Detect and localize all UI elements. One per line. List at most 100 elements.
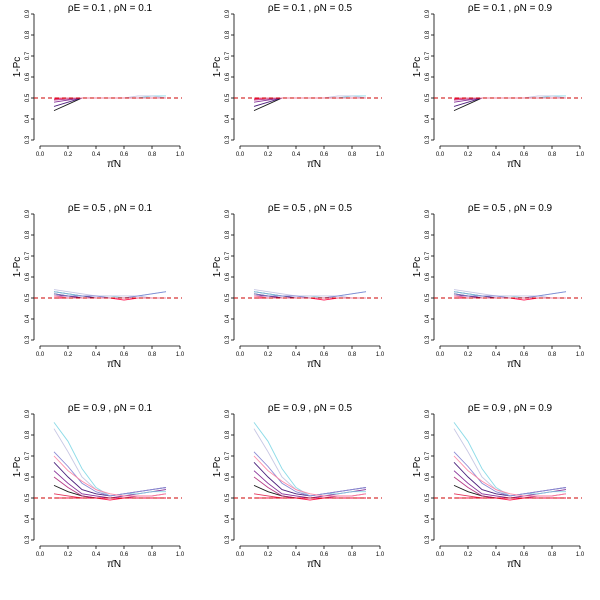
- x-tick-label: 0.6: [520, 352, 529, 358]
- panel-7: ρE = 0.9 , ρN = 0.1 1-Pc π̄N 0.3 0.4 0.5 0.6 0.…: [12, 403, 185, 570]
- panel-9: ρE = 0.9 , ρN = 0.9 1-Pc π̄N 0.3 0.4 0.5 0.6 0.…: [412, 403, 585, 570]
- series-line-s2: [253, 291, 366, 299]
- y-tick-label: 0.5: [25, 293, 31, 302]
- series-line-s10: [253, 455, 367, 497]
- y-axis-title: 1-Pc: [412, 457, 423, 478]
- x-tick-label: 0.2: [64, 152, 73, 158]
- y-axis-title: 1-Pc: [12, 257, 23, 278]
- series-line-s8: [453, 289, 566, 299]
- x-tick-label: 0.0: [436, 352, 445, 358]
- x-tick-label: 0.6: [320, 552, 329, 558]
- x-tick-label: 0.0: [236, 552, 245, 558]
- y-tick-label: 0.6: [225, 72, 231, 81]
- x-tick-label: 0.2: [464, 152, 473, 158]
- y-tick-label: 0.9: [225, 209, 231, 218]
- y-tick-label: 0.7: [425, 251, 431, 260]
- y-tick-label: 0.3: [425, 135, 431, 144]
- y-tick-label: 0.6: [25, 272, 31, 281]
- x-tick-label: 0.0: [36, 552, 45, 558]
- y-tick-label: 0.7: [25, 251, 31, 260]
- x-tick-label: 0.8: [148, 552, 157, 558]
- x-tick-label: 0.4: [292, 152, 301, 158]
- series-line-s10: [453, 455, 567, 497]
- y-tick-label: 0.4: [225, 114, 231, 123]
- panel-title: ρE = 0.1 , ρN = 0.1: [68, 3, 153, 14]
- y-axis-title: 1-Pc: [212, 257, 223, 278]
- x-tick-label: 0.0: [236, 352, 245, 358]
- series-line-s9: [53, 291, 167, 299]
- x-axis-title: π̄N: [307, 559, 321, 570]
- y-tick-label: 0.6: [225, 472, 231, 481]
- y-tick-label: 0.8: [225, 430, 231, 439]
- series-line-s7: [253, 291, 367, 299]
- panel-title: ρE = 0.5 , ρN = 0.1: [68, 203, 153, 214]
- y-tick-label: 0.8: [25, 430, 31, 439]
- y-tick-label: 0.6: [25, 472, 31, 481]
- x-tick-label: 0.6: [320, 352, 329, 358]
- y-tick-label: 0.7: [225, 451, 231, 460]
- x-tick-label: 0.4: [492, 152, 501, 158]
- panel-3: ρE = 0.1 , ρN = 0.9 1-Pc π̄N 0.3 0.4 0.5 0.6 0.…: [412, 3, 585, 170]
- y-tick-label: 0.3: [25, 135, 31, 144]
- x-tick-label: 0.8: [548, 152, 557, 158]
- y-tick-label: 0.5: [425, 293, 431, 302]
- panel-title: ρE = 0.1 , ρN = 0.5: [268, 3, 353, 14]
- panel-4: ρE = 0.5 , ρN = 0.1 1-Pc π̄N 0.3 0.4 0.5 0.6 0.…: [12, 203, 185, 370]
- y-tick-label: 0.9: [225, 409, 231, 418]
- x-tick-label: 0.8: [548, 352, 557, 358]
- x-tick-label: 0.4: [92, 152, 101, 158]
- y-tick-label: 0.8: [25, 30, 31, 39]
- y-axis-title: 1-Pc: [12, 457, 23, 478]
- x-axis-title: π̄N: [107, 359, 121, 370]
- y-tick-label: 0.5: [225, 493, 231, 502]
- panel-title: ρE = 0.5 , ρN = 0.9: [468, 203, 553, 214]
- y-tick-label: 0.5: [225, 93, 231, 102]
- x-tick-label: 0.4: [92, 352, 101, 358]
- x-tick-label: 1.0: [576, 352, 585, 358]
- x-tick-label: 1.0: [576, 152, 585, 158]
- y-tick-label: 0.9: [425, 209, 431, 218]
- x-axis-title: π̄N: [507, 559, 521, 570]
- y-tick-label: 0.9: [25, 209, 31, 218]
- y-tick-label: 0.9: [25, 9, 31, 18]
- y-tick-label: 0.4: [425, 314, 431, 323]
- x-axis-title: π̄N: [107, 159, 121, 170]
- y-tick-label: 0.6: [425, 472, 431, 481]
- y-tick-label: 0.7: [225, 51, 231, 60]
- y-tick-label: 0.6: [425, 272, 431, 281]
- x-axis-title: π̄N: [307, 359, 321, 370]
- y-tick-label: 0.8: [425, 30, 431, 39]
- y-tick-label: 0.6: [225, 272, 231, 281]
- x-tick-label: 0.4: [292, 352, 301, 358]
- x-tick-label: 0.0: [436, 552, 445, 558]
- panel-title: ρE = 0.9 , ρN = 0.1: [68, 403, 153, 414]
- series-line-s2: [453, 461, 567, 497]
- x-axis-title: π̄N: [307, 159, 321, 170]
- y-tick-label: 0.9: [425, 9, 431, 18]
- y-tick-label: 0.8: [425, 230, 431, 239]
- y-tick-label: 0.4: [225, 314, 231, 323]
- y-tick-label: 0.4: [25, 314, 31, 323]
- y-tick-label: 0.5: [25, 493, 31, 502]
- series-line-s7: [53, 291, 167, 299]
- series-line-s4: [253, 476, 367, 499]
- y-tick-label: 0.7: [425, 451, 431, 460]
- x-tick-label: 0.2: [464, 352, 473, 358]
- panel-6: ρE = 0.5 , ρN = 0.9 1-Pc π̄N 0.3 0.4 0.5 0.6 0.…: [412, 203, 585, 370]
- x-tick-label: 1.0: [376, 352, 385, 358]
- x-tick-label: 0.8: [148, 352, 157, 358]
- y-tick-label: 0.8: [225, 230, 231, 239]
- x-tick-label: 0.6: [120, 152, 129, 158]
- y-tick-label: 0.9: [425, 409, 431, 418]
- x-tick-label: 1.0: [176, 552, 185, 558]
- y-axis-title: 1-Pc: [212, 57, 223, 78]
- y-tick-label: 0.4: [425, 514, 431, 523]
- x-tick-label: 0.4: [292, 552, 301, 558]
- panel-title: ρE = 0.5 , ρN = 0.5: [268, 203, 353, 214]
- y-axis-title: 1-Pc: [412, 257, 423, 278]
- y-tick-label: 0.3: [225, 535, 231, 544]
- x-tick-label: 0.0: [36, 352, 45, 358]
- series-line-s2: [453, 291, 566, 299]
- x-tick-label: 0.2: [464, 552, 473, 558]
